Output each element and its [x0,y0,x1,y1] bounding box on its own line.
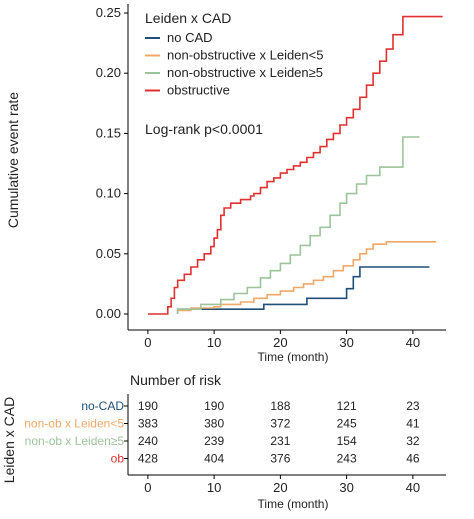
legend-label-0: no CAD [167,30,213,45]
risk-y-axis-title: Leiden x CAD [1,397,17,483]
risk-cell: 404 [204,452,224,466]
x-tick-label: 0 [144,335,151,350]
risk-cell: 46 [406,452,420,466]
risk-x-tick-label: 10 [207,480,221,495]
x-axis-title: Time (month) [258,350,329,364]
risk-cell: 190 [138,399,158,413]
series-line-1 [176,241,437,314]
risk-cell: 372 [270,417,290,431]
risk-cell: 383 [138,417,158,431]
y-tick-label: 0.10 [96,186,121,201]
risk-cell: 240 [138,434,158,448]
risk-cell: 190 [204,399,224,413]
x-tick-label: 40 [406,335,420,350]
legend-label-2: non-obstructive x Leiden≥5 [167,65,323,80]
series-line-3 [147,15,443,315]
risk-x-tick-label: 30 [339,480,353,495]
legend-label-1: non-obstructive x Leiden<5 [167,48,323,63]
risk-cell: 188 [270,399,290,413]
risk-cell: 243 [337,452,357,466]
legend-title: Leiden x CAD [145,10,231,26]
y-tick-label: 0.25 [96,5,121,20]
log-rank-annotation: Log-rank p<0.0001 [145,121,263,137]
risk-cell: 41 [406,417,420,431]
y-tick-label: 0.00 [96,306,121,321]
risk-x-tick-label: 0 [144,480,151,495]
risk-cell: 32 [406,434,420,448]
legend-label-3: obstructive [167,83,230,98]
y-tick-label: 0.20 [96,65,121,80]
risk-x-tick-label: 20 [273,480,287,495]
risk-row-label: no-CAD [81,399,124,413]
risk-row-label: non-ob x Leiden≥5 [25,434,125,448]
risk-cell: 121 [337,399,357,413]
risk-cell: 231 [270,434,290,448]
risk-cell: 380 [204,417,224,431]
risk-cell: 154 [337,434,357,448]
x-tick-label: 20 [273,335,287,350]
risk-x-tick-label: 40 [406,480,420,495]
risk-table-title: Number of risk [130,372,222,388]
y-axis-title: Cumulative event rate [5,92,21,228]
risk-cell: 428 [138,452,158,466]
risk-cell: 245 [337,417,357,431]
series-line-0 [176,266,430,314]
risk-x-axis-title: Time (month) [258,497,329,511]
risk-row-label: non-ob x Leiden<5 [24,417,124,431]
y-tick-label: 0.15 [96,125,121,140]
x-tick-label: 10 [207,335,221,350]
risk-cell: 376 [270,452,290,466]
risk-row-label: ob [111,452,125,466]
risk-cell: 23 [406,399,420,413]
y-tick-label: 0.05 [96,246,121,261]
x-tick-label: 30 [339,335,353,350]
series-line-2 [176,136,420,314]
risk-cell: 239 [204,434,224,448]
